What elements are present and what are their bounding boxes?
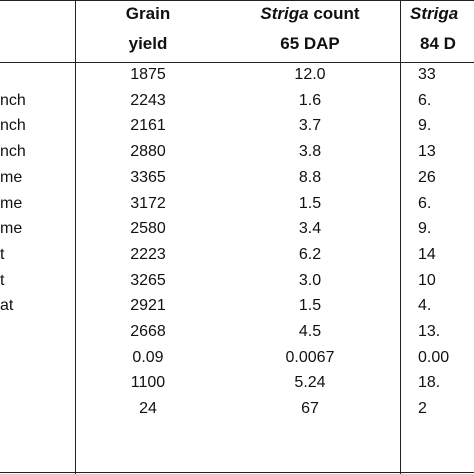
header-striga65: 65 DAP [280,34,340,53]
cell: 6.2 [298,245,322,263]
header-striga65: Striga count [260,4,359,24]
row-label: me [0,168,23,186]
cell: 2243 [130,91,166,109]
cell: 1.5 [298,194,322,212]
cell: 6. [418,91,432,109]
cell: 0.00 [418,348,450,366]
cell: 13 [418,143,436,161]
cell: 3.4 [298,220,322,238]
header-grain: Grain [125,4,171,23]
cell: 14 [418,245,436,263]
rule [0,62,474,63]
cell: 13. [418,323,441,340]
cell: 2161 [130,117,166,135]
cell: 1.5 [298,297,322,315]
cell: 12.0 [294,66,326,83]
cell: 2668 [130,323,166,340]
cell: 2921 [130,297,166,315]
cell: 6. [418,194,432,212]
row-label: nch [0,143,26,161]
cell: 3.0 [298,271,322,289]
cell: 33 [418,66,436,83]
cell: 67 [301,400,319,418]
cell: 8.8 [298,168,322,186]
rule [0,472,474,473]
row-label: t [0,271,5,289]
cell: 0.0067 [285,348,335,366]
row-label: t [0,245,5,263]
cell: 1100 [130,374,166,392]
cell: 1.6 [298,91,322,109]
cell: 3.7 [298,117,322,135]
cell: 2580 [130,220,166,238]
cell: 0.09 [132,348,164,366]
cell: 2880 [130,143,166,161]
header-text: Striga [260,4,309,23]
row-label: nch [0,117,26,135]
column-rule [400,0,401,474]
header-text: count [308,4,360,23]
header-grain: yield [128,34,168,53]
row-label: me [0,220,23,238]
column-rule [75,0,76,474]
cell: 9. [418,117,432,135]
cell: 4. [418,297,432,315]
cell: 26 [418,168,436,186]
cell: 2223 [130,245,166,263]
row-label: at [0,297,14,315]
cell: 2 [418,400,427,418]
cell: 3172 [130,194,166,212]
rule [0,0,474,1]
cell: 24 [139,400,157,418]
cell: 3265 [130,271,166,289]
cell: 18. [418,374,441,392]
cell: 9. [418,220,432,238]
cell: 4.5 [298,323,322,340]
row-label: nch [0,91,26,109]
header-striga84: 84 D [420,34,456,53]
cell: 1875 [130,66,166,83]
cell: 5.24 [294,374,326,392]
cell: 10 [418,271,436,289]
cell: 3.8 [298,143,322,161]
cell: 3365 [130,168,166,186]
row-label: me [0,194,23,212]
header-striga84: Striga [410,4,459,23]
